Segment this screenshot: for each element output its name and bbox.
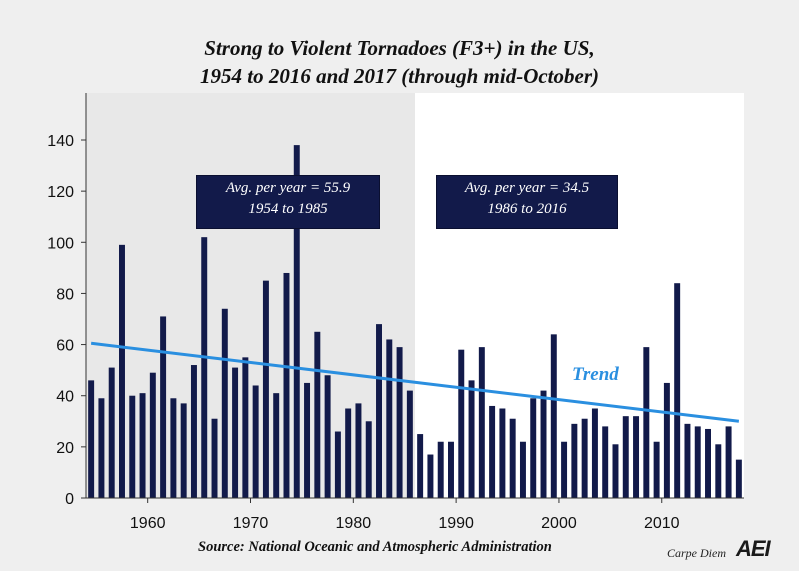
bar xyxy=(417,434,424,498)
bar xyxy=(221,308,228,498)
bar xyxy=(283,272,290,498)
chart-title: Strong to Violent Tornadoes (F3+) in the… xyxy=(0,34,799,90)
x-tick-label: 2010 xyxy=(644,515,680,532)
bar xyxy=(725,426,732,498)
x-tick-label: 1990 xyxy=(438,515,474,532)
aei-logo: AEI xyxy=(736,536,771,561)
bar xyxy=(365,421,372,498)
chart-title-line2: 1954 to 2016 and 2017 (through mid-Octob… xyxy=(199,64,600,88)
bar xyxy=(149,372,156,498)
trend-label: Trend xyxy=(572,364,619,385)
bar xyxy=(119,244,125,498)
bar xyxy=(108,367,115,498)
avg-box-1954-1985: Avg. per year = 55.9 1954 to 1985 xyxy=(196,175,380,229)
bar xyxy=(663,382,670,498)
bar xyxy=(684,423,691,498)
x-tick-label: 1980 xyxy=(336,515,372,532)
bar xyxy=(509,418,516,498)
bar xyxy=(180,403,187,498)
bar xyxy=(406,390,413,498)
y-tick-label: 100 xyxy=(47,235,74,252)
bar xyxy=(98,398,105,498)
bar xyxy=(386,339,393,498)
bar xyxy=(129,395,136,498)
bar xyxy=(324,375,331,498)
bar xyxy=(653,441,660,498)
axes: 0 20 40 60 80 100 120 140 1960 1970 1980 1990 2000 20… xyxy=(47,93,744,532)
bar xyxy=(273,393,280,498)
bar xyxy=(602,426,609,498)
bar xyxy=(427,454,434,498)
trend-layer xyxy=(90,341,740,423)
chart-title-line1: Strong to Violent Tornadoes (F3+) in the… xyxy=(204,36,595,60)
bar xyxy=(633,416,640,498)
brand-label: Carpe Diem xyxy=(667,546,726,560)
y-tick-label: 0 xyxy=(65,491,74,508)
y-tick-label: 120 xyxy=(47,184,74,201)
bar xyxy=(88,380,95,498)
bar xyxy=(591,408,598,498)
avg-box-2-line2: 1986 to 2016 xyxy=(487,201,567,217)
bar xyxy=(458,349,465,498)
bar xyxy=(715,444,722,498)
bar xyxy=(355,403,362,498)
bar xyxy=(499,408,506,498)
bar xyxy=(561,441,568,498)
y-tick-label: 140 xyxy=(47,133,74,150)
bars xyxy=(88,145,742,498)
bar xyxy=(437,441,444,498)
avg-box-1986-2016: Avg. per year = 34.5 1986 to 2016 xyxy=(436,175,618,229)
avg-box-1-line1: Avg. per year = 55.9 xyxy=(225,180,351,196)
bar xyxy=(334,431,341,498)
bar xyxy=(396,347,403,498)
bar xyxy=(622,416,629,498)
y-tick-label: 60 xyxy=(56,338,74,355)
x-tick-label: 1970 xyxy=(233,515,269,532)
x-tick-label: 2000 xyxy=(541,515,577,532)
source-note: Source: National Oceanic and Atmospheric… xyxy=(198,539,552,555)
y-tick-label: 40 xyxy=(56,389,74,406)
avg-box-1-line2: 1954 to 1985 xyxy=(248,201,328,217)
bar xyxy=(519,441,526,498)
bar xyxy=(571,423,578,498)
bar xyxy=(314,331,321,498)
bar xyxy=(252,385,259,498)
bar xyxy=(211,418,218,498)
bar xyxy=(201,237,208,498)
trend-line xyxy=(90,341,740,423)
bar xyxy=(478,347,485,498)
bar xyxy=(581,418,588,498)
bar xyxy=(489,405,496,498)
bar xyxy=(705,428,711,498)
bar xyxy=(139,393,146,498)
bar xyxy=(190,365,197,498)
bar xyxy=(345,408,352,498)
bar xyxy=(242,357,249,498)
bar xyxy=(674,283,681,498)
bar xyxy=(262,280,269,498)
bar xyxy=(530,398,537,498)
bar xyxy=(540,390,547,498)
x-tick-label: 1960 xyxy=(130,515,166,532)
bar xyxy=(293,145,300,498)
y-tick-label: 80 xyxy=(56,286,74,303)
bar xyxy=(468,380,475,498)
bar xyxy=(550,334,557,498)
bar xyxy=(376,324,382,498)
y-tick-label: 20 xyxy=(56,440,74,457)
bar xyxy=(304,382,311,498)
bar xyxy=(448,441,454,498)
bar xyxy=(170,398,177,498)
bar xyxy=(160,316,167,498)
bar xyxy=(735,459,742,498)
bar xyxy=(612,444,619,498)
bar xyxy=(694,426,701,498)
bar xyxy=(232,367,239,498)
bar xyxy=(643,347,650,498)
shaded-period xyxy=(86,93,415,498)
avg-box-2-line1: Avg. per year = 34.5 xyxy=(464,180,590,196)
